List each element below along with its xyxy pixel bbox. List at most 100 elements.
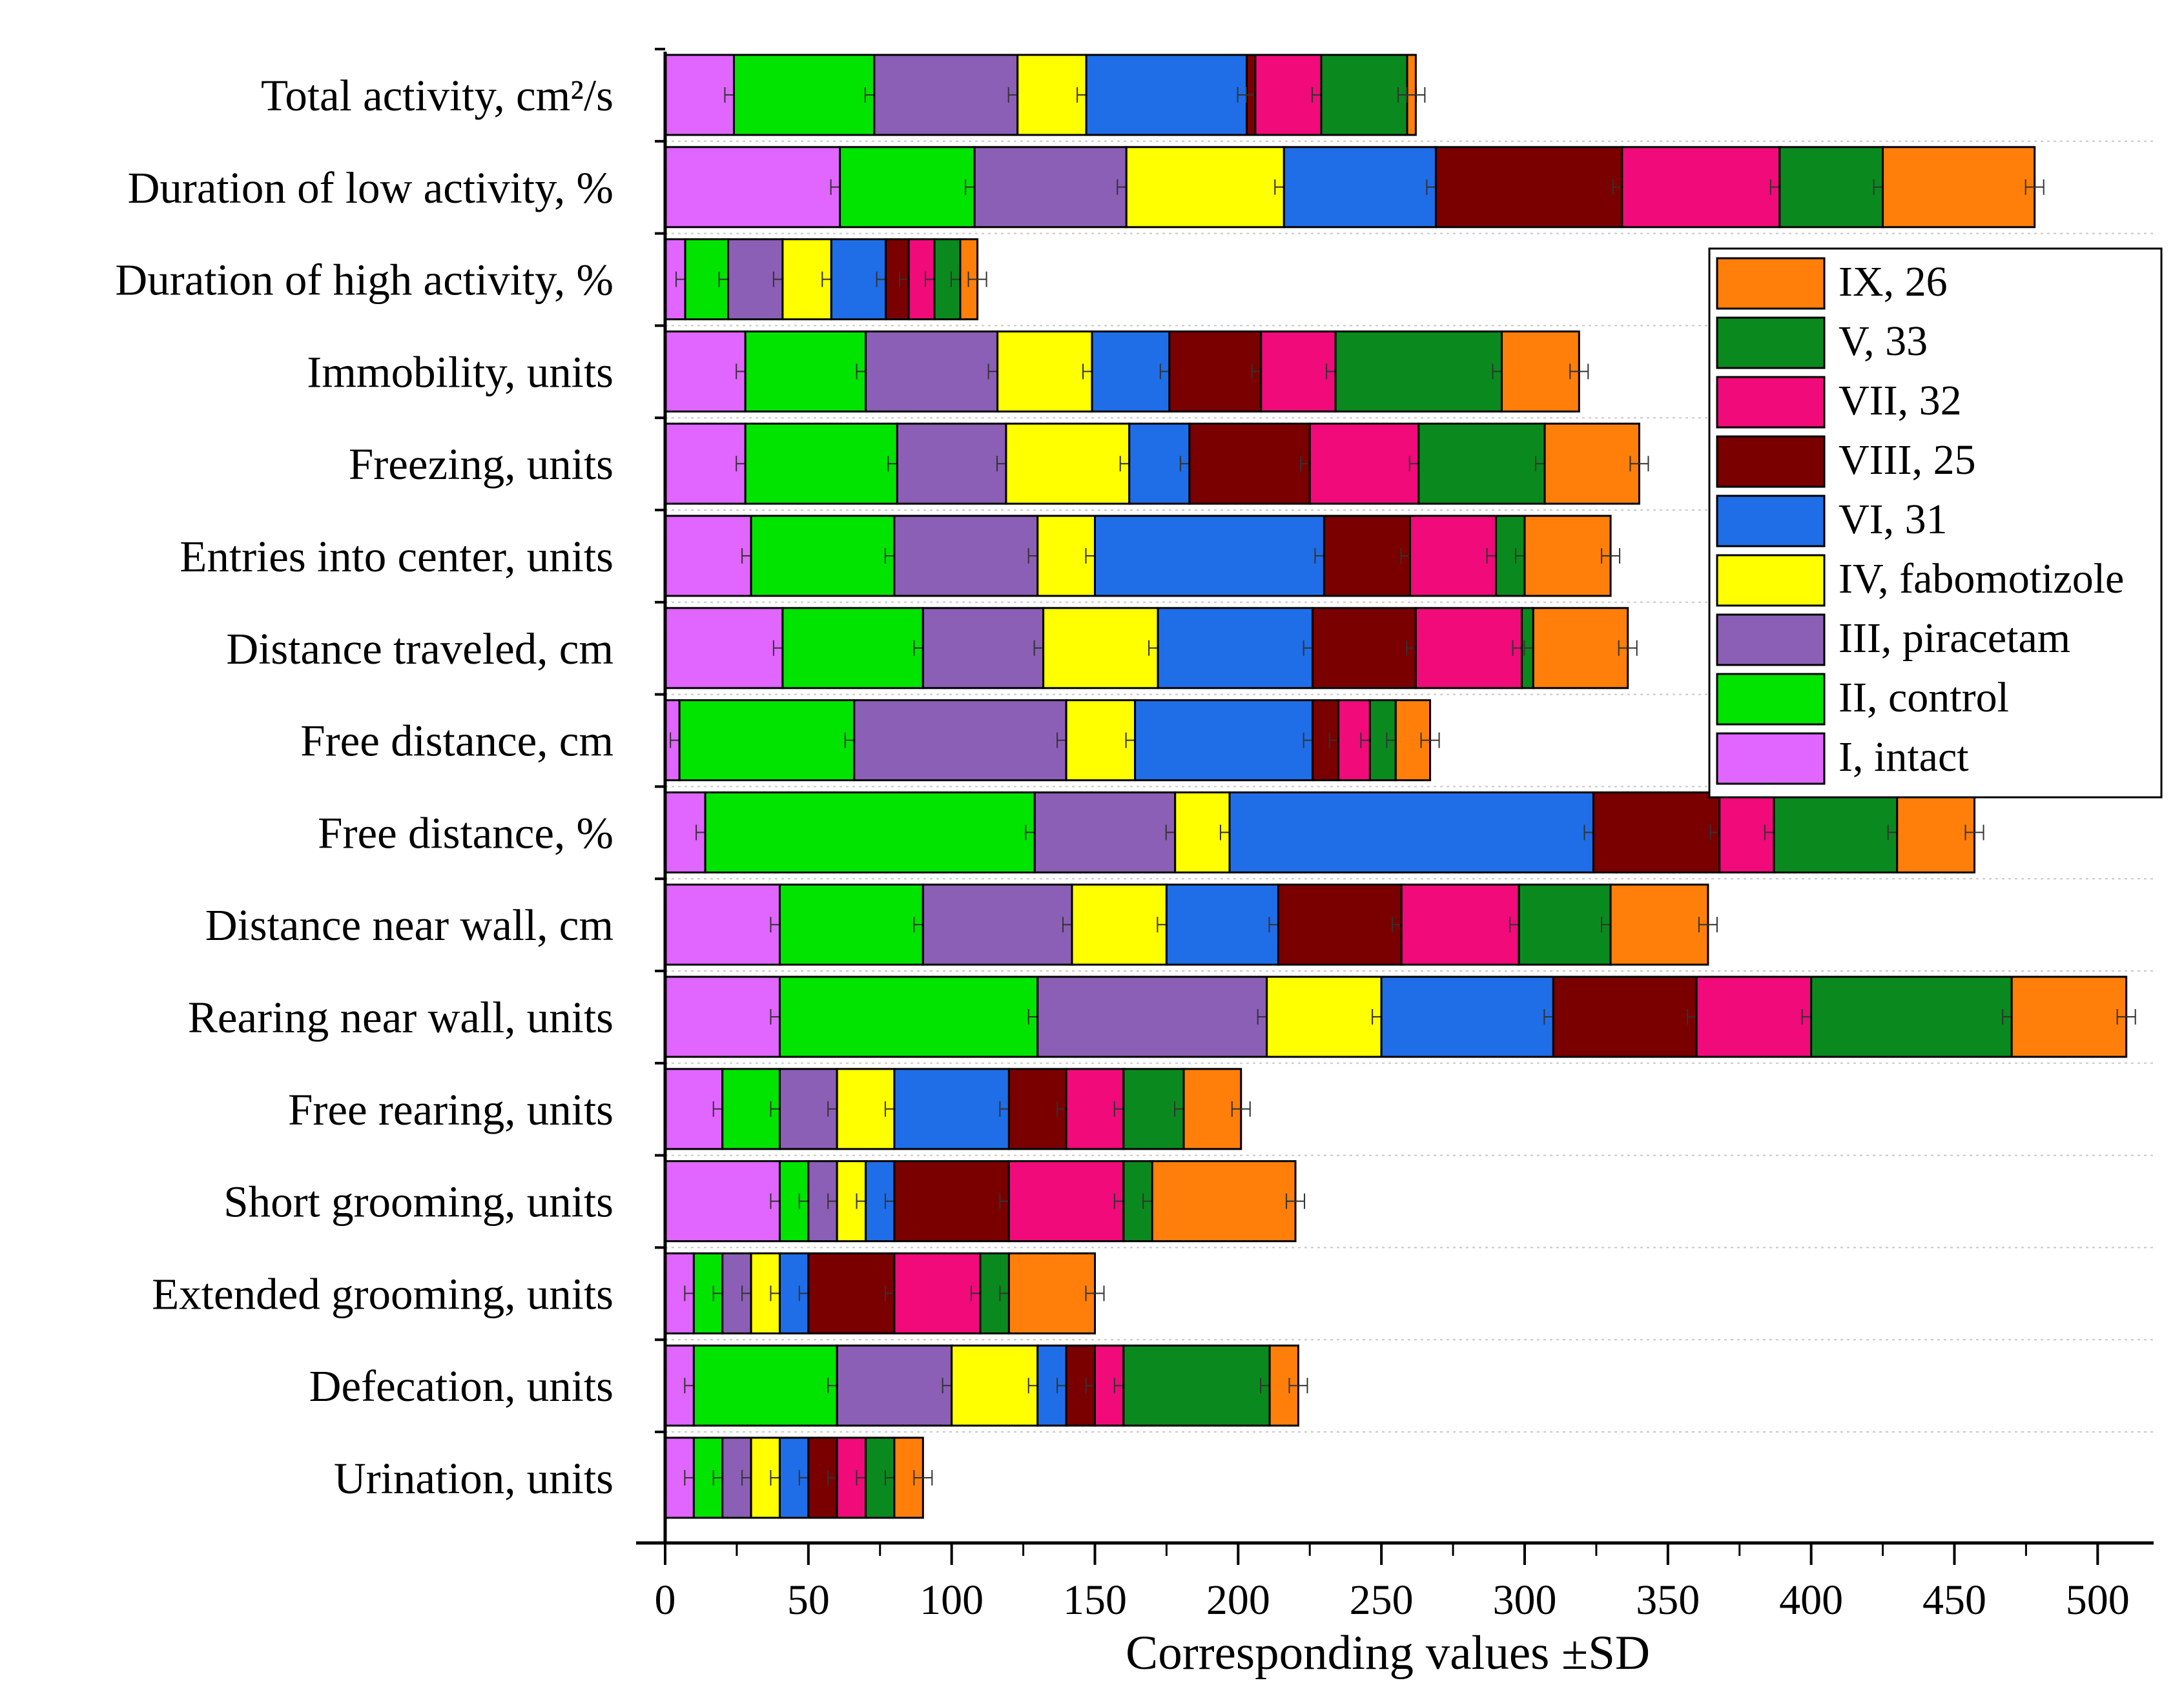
bar-segment-ix-26 <box>1532 607 1629 689</box>
bar-segment-viii-25 <box>1188 422 1311 505</box>
x-axis-title: Corresponding values ±SD <box>1126 1626 1650 1680</box>
bar-segment-i-intact <box>664 1160 781 1243</box>
bar-segment-vii-32 <box>1409 515 1498 597</box>
bar-segment-ii-control <box>778 975 1039 1058</box>
bar-segment-vi-31 <box>1091 330 1171 413</box>
x-tick-label: 50 <box>787 1577 830 1624</box>
legend-label: VIII, 25 <box>1839 436 1976 484</box>
bar-segment-i-intact <box>664 330 747 413</box>
bar-segment-ii-control <box>750 515 896 597</box>
bar-segment-iii-piracetam <box>853 699 1067 782</box>
bar-segment-viii-25 <box>1168 330 1262 413</box>
bar-segment-ii-control <box>678 699 856 782</box>
bar-segment-ii-control <box>781 607 924 689</box>
bar-segment-ix-26 <box>1500 330 1580 413</box>
bar-segment-i-intact <box>664 515 752 597</box>
x-tick-label: 300 <box>1492 1577 1556 1624</box>
bar-segment-i-intact <box>664 975 781 1058</box>
bar-segment-vi-31 <box>1134 699 1314 782</box>
bar-segment-iv-fabomotizole <box>996 330 1093 413</box>
category-label: Urination, units <box>334 1454 613 1503</box>
bar-segment-iii-piracetam <box>836 1344 953 1427</box>
bar-segment-ix-26 <box>2010 975 2128 1058</box>
legend-label: VI, 31 <box>1839 496 1948 543</box>
bar-segment-vii-32 <box>1414 607 1523 689</box>
bar-segment-viii-25 <box>1277 883 1403 966</box>
bar-segment-vi-31 <box>1380 975 1554 1058</box>
bar-segment-viii-25 <box>893 1160 1010 1243</box>
bar-segment-viii-25 <box>1592 791 1721 873</box>
bar-segment-iii-piracetam <box>922 883 1073 966</box>
bar-segment-v-33 <box>1810 975 2013 1058</box>
legend-swatch <box>1716 376 1826 429</box>
bar-segment-viii-25 <box>807 1252 896 1334</box>
x-tick-label: 200 <box>1206 1577 1270 1624</box>
bar-segment-vii-32 <box>893 1252 982 1334</box>
legend-label: IV, fabomotizole <box>1839 555 2124 602</box>
bar-segment-iv-fabomotizole <box>1005 422 1131 505</box>
bar-segment-iv-fabomotizole <box>1071 883 1168 966</box>
bar-segment-vi-31 <box>1128 422 1191 505</box>
bar-segment-vi-31 <box>893 1068 1010 1150</box>
bar-segment-ix-26 <box>1007 1252 1096 1334</box>
bar-segment-vii-32 <box>1621 146 1781 229</box>
bar-segment-iii-piracetam <box>1033 791 1177 873</box>
category-label: Free distance, cm <box>300 717 613 766</box>
bar-segment-vii-32 <box>1400 883 1520 966</box>
bar-segment-v-33 <box>1773 791 1899 873</box>
bar-segment-iii-piracetam <box>973 146 1128 229</box>
x-tick-label: 500 <box>2066 1577 2130 1624</box>
bar-segment-ii-control <box>692 1344 838 1427</box>
bar-segment-ix-26 <box>1523 515 1612 597</box>
bar-segment-ii-control <box>839 146 976 229</box>
bar-segment-v-33 <box>1122 1068 1185 1150</box>
category-label: Freezing, units <box>349 440 613 489</box>
x-tick-label: 250 <box>1350 1577 1414 1624</box>
legend-swatch <box>1716 257 1826 310</box>
bar-segment-v-33 <box>1518 883 1612 966</box>
legend-swatch <box>1716 673 1826 726</box>
x-tick-label: 0 <box>655 1577 676 1624</box>
bar-segment-iii-piracetam <box>873 54 1019 136</box>
category-label: Rearing near wall, units <box>188 993 613 1042</box>
bar-segment-vi-31 <box>1165 883 1279 966</box>
x-tick-label: 350 <box>1636 1577 1700 1624</box>
bar-segment-ix-26 <box>1609 883 1709 966</box>
category-label: Free distance, % <box>318 808 613 857</box>
category-label: Duration of high activity, % <box>115 256 613 305</box>
legend-swatch <box>1716 613 1826 666</box>
bar-segment-viii-25 <box>1434 146 1623 229</box>
category-label: Short grooming, units <box>223 1178 613 1227</box>
bar-segment-iii-piracetam <box>1036 975 1268 1058</box>
bar-segment-viii-25 <box>1312 607 1417 689</box>
bar-segment-i-intact <box>664 607 784 689</box>
bar-segment-i-intact <box>664 146 841 229</box>
category-label: Defecation, units <box>309 1362 613 1411</box>
bar-segment-vii-32 <box>1007 1160 1125 1243</box>
legend-swatch <box>1716 495 1826 547</box>
bar-segment-iii-piracetam <box>896 422 1007 505</box>
bar-segment-iii-piracetam <box>865 330 999 413</box>
bar-segment-v-33 <box>1334 330 1503 413</box>
bar-segment-ix-26 <box>1896 791 1976 873</box>
legend-label: II, control <box>1839 674 2009 721</box>
bar-segment-iv-fabomotizole <box>951 1344 1039 1427</box>
bar-segment-viii-25 <box>1323 515 1412 597</box>
bar-segment-i-intact <box>664 422 747 505</box>
bar-segment-vii-32 <box>1260 330 1337 413</box>
bar-segment-v-33 <box>1320 54 1408 136</box>
bar-segment-ix-26 <box>1543 422 1640 505</box>
category-label: Distance traveled, cm <box>226 624 613 673</box>
bar-segment-vi-31 <box>1093 515 1325 597</box>
legend-label: VII, 32 <box>1839 377 1962 424</box>
category-label: Total activity, cm²/s <box>261 71 613 120</box>
bar-segment-iii-piracetam <box>893 515 1039 597</box>
category-label: Distance near wall, cm <box>205 901 613 950</box>
bar-segment-iv-fabomotizole <box>1016 54 1087 136</box>
x-tick-label: 150 <box>1063 1577 1127 1624</box>
bar-segment-vi-31 <box>1228 791 1594 873</box>
bar-segment-iv-fabomotizole <box>1266 975 1383 1058</box>
bar-segment-ii-control <box>778 883 924 966</box>
bar-segment-vi-31 <box>1283 146 1437 229</box>
